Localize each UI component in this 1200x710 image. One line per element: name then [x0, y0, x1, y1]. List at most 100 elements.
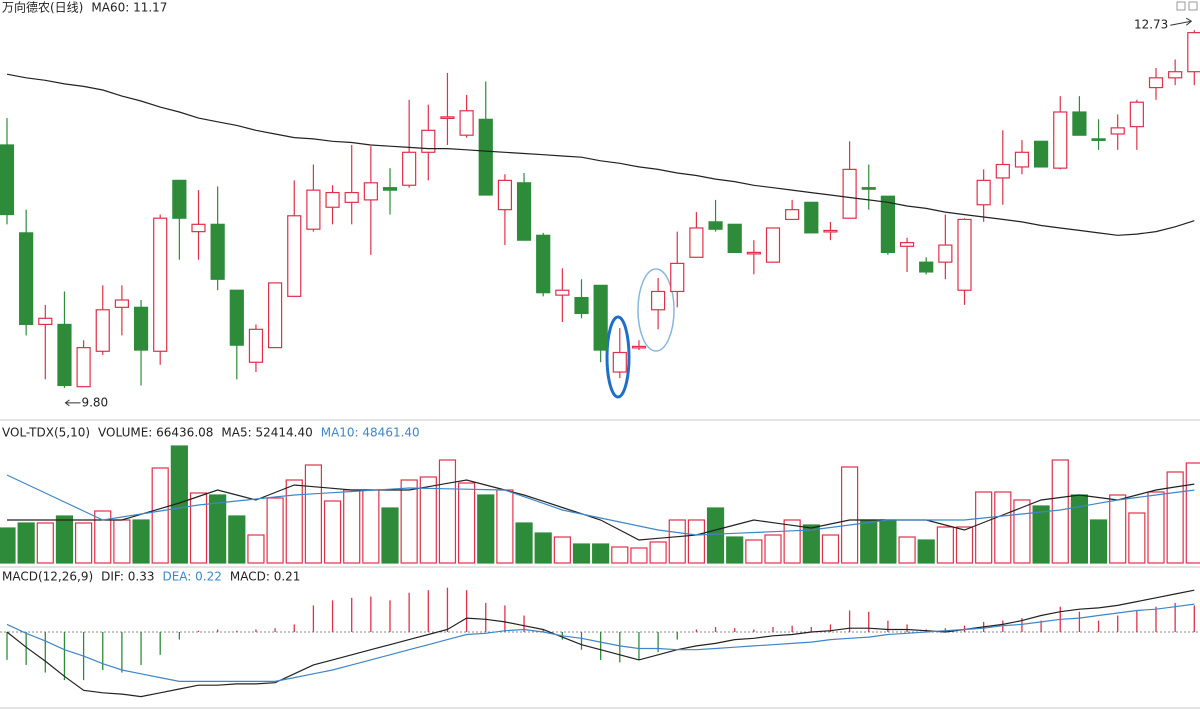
volume-bar: [840, 466, 859, 564]
volume-bar: [553, 536, 571, 564]
panel-header: VOLUME: 66436.08: [98, 426, 213, 440]
volume-bar: [170, 445, 188, 564]
candle-body: [842, 168, 857, 219]
volume-bar: [764, 534, 782, 564]
macd-line: [6, 603, 1195, 682]
panel-header: MA10: 48461.40: [321, 426, 420, 440]
candle-body: [746, 251, 761, 255]
volume-bar: [649, 541, 667, 564]
candle-body: [670, 262, 685, 293]
candle-body: [938, 244, 953, 263]
volume-bar: [611, 546, 629, 564]
candle-body: [153, 217, 168, 352]
candle-body: [1072, 111, 1087, 136]
volume-bar: [1089, 519, 1108, 564]
volume-bar: [55, 515, 74, 564]
candle-body: [804, 201, 819, 234]
candle-body: [363, 182, 378, 201]
candle-body: [765, 227, 781, 263]
candle-body: [1129, 101, 1144, 128]
volume-bar: [917, 539, 935, 564]
volume-bar: [228, 515, 246, 564]
candle-body: [1148, 77, 1164, 89]
candle-body: [823, 229, 838, 233]
panel-header: DIF: 0.33: [101, 570, 154, 584]
candle-body: [95, 309, 110, 352]
candle-body: [785, 209, 800, 221]
annotation-arrow: [64, 399, 81, 407]
annotation-arrow: [1170, 17, 1193, 26]
volume-bar: [1109, 494, 1127, 564]
volume-bar: [687, 519, 706, 564]
volume-bar: [821, 534, 840, 564]
volume-bar: [132, 519, 150, 564]
highlight-ellipse: [605, 315, 631, 399]
candle-body: [268, 282, 283, 349]
volume-bar: [151, 467, 169, 564]
volume-bar: [266, 497, 284, 564]
volume-bar: [36, 522, 54, 564]
ma-line: [6, 73, 1195, 236]
candle-body: [689, 227, 704, 258]
candle-body: [574, 296, 589, 315]
volume-bar: [1051, 459, 1069, 564]
panel-header: 万向德农(日线): [2, 0, 83, 15]
volume-ma-line: [6, 474, 1195, 536]
candle-body: [861, 187, 876, 190]
volume-bar: [438, 459, 457, 564]
volume-bar: [515, 522, 533, 564]
volume-bar: [592, 543, 610, 564]
volume-bar: [955, 526, 974, 564]
candle-body: [459, 110, 474, 136]
candle-body: [57, 323, 72, 387]
candle-body: [210, 223, 225, 280]
volume-bar: [362, 489, 380, 564]
volume-bar: [706, 507, 725, 564]
candle-body: [1053, 111, 1068, 169]
volume-bar: [189, 492, 208, 564]
candle-body: [899, 242, 915, 247]
panel-header: VOL-TDX(5,10): [2, 426, 90, 440]
candle-body: [727, 223, 742, 253]
volume-bar: [1166, 471, 1184, 564]
candle-body: [344, 191, 359, 203]
volume-bar: [534, 532, 552, 564]
window-icon[interactable]: [1188, 1, 1198, 11]
volume-bar: [419, 476, 437, 564]
volume-bar: [323, 500, 342, 564]
volume-bar: [1128, 512, 1146, 564]
volume-bar: [860, 519, 878, 564]
candle-body: [382, 187, 398, 191]
candle-body: [1187, 32, 1200, 73]
volume-bar: [381, 507, 399, 564]
highlight-ellipse: [637, 268, 675, 352]
candle-body: [995, 163, 1010, 179]
candle-body: [650, 290, 666, 311]
candle-body: [402, 151, 417, 186]
volume-bar: [458, 482, 476, 564]
candle-body: [1168, 71, 1183, 79]
candle-body: [19, 232, 34, 326]
candle-body: [1014, 151, 1030, 168]
candle-body: [133, 306, 149, 351]
candle-body: [421, 129, 436, 153]
volume-bar: [304, 464, 322, 564]
volume-bar: [802, 524, 820, 564]
candle-body: [248, 328, 264, 363]
candle-body: [325, 191, 340, 208]
volume-bar: [994, 491, 1012, 564]
volume-bar: [668, 519, 686, 564]
price-annotation: 12.73: [1134, 18, 1168, 32]
volume-bar: [1185, 462, 1200, 564]
candle-body: [38, 317, 53, 326]
volume-bar: [496, 489, 514, 564]
candle-body: [1110, 127, 1125, 135]
window-icon[interactable]: [1176, 1, 1186, 11]
candle-body: [708, 221, 723, 230]
volume-ma-line: [7, 479, 1195, 541]
volume-bar: [1032, 505, 1050, 564]
volume-bar: [898, 536, 916, 564]
candle-body: [76, 347, 91, 388]
volume-bar: [113, 519, 131, 564]
